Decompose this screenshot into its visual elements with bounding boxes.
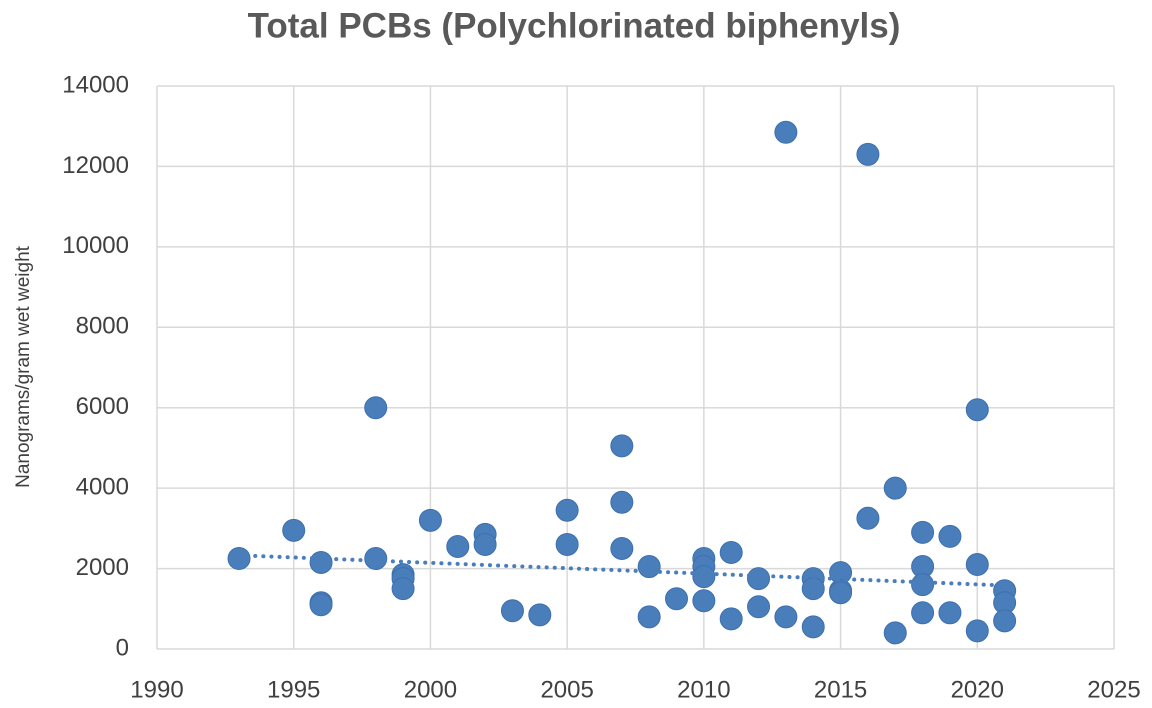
point xyxy=(883,621,907,645)
point xyxy=(747,595,771,619)
point xyxy=(665,587,689,611)
x-tick-label: 2005 xyxy=(540,676,593,703)
point xyxy=(637,605,661,629)
point xyxy=(911,520,935,544)
x-tick-label: 1995 xyxy=(267,676,320,703)
y-tick-label: 0 xyxy=(116,634,129,661)
point xyxy=(610,434,634,458)
y-tick-label: 6000 xyxy=(76,393,129,420)
point xyxy=(801,577,825,601)
y-tick-label: 8000 xyxy=(76,313,129,340)
y-tick-label: 10000 xyxy=(62,232,129,259)
point xyxy=(528,603,552,627)
point xyxy=(391,577,415,601)
point xyxy=(364,547,388,571)
chart-title: Total PCBs (Polychlorinated biphenyls) xyxy=(248,6,901,45)
x-tick-label: 2025 xyxy=(1087,676,1140,703)
point xyxy=(555,498,579,522)
point xyxy=(610,490,634,514)
point xyxy=(965,398,989,422)
x-tick-label: 2000 xyxy=(404,676,457,703)
point xyxy=(282,518,306,542)
point xyxy=(965,553,989,577)
x-tick-label: 1990 xyxy=(130,676,183,703)
point xyxy=(774,120,798,144)
point xyxy=(692,589,716,613)
point xyxy=(829,581,853,605)
point xyxy=(938,601,962,625)
point xyxy=(500,599,524,623)
trendline xyxy=(237,553,1007,588)
point xyxy=(364,396,388,420)
point xyxy=(418,508,442,532)
y-tick-label: 4000 xyxy=(76,473,129,500)
point xyxy=(965,619,989,643)
point xyxy=(555,532,579,556)
point xyxy=(692,565,716,589)
point xyxy=(719,607,743,631)
point xyxy=(938,524,962,548)
point xyxy=(309,551,333,575)
point xyxy=(227,547,251,571)
point xyxy=(911,573,935,597)
x-tick-label: 2020 xyxy=(951,676,1004,703)
y-axis-label: Nanograms/gram wet weight xyxy=(13,245,34,488)
point xyxy=(774,605,798,629)
y-tick-label: 12000 xyxy=(62,152,129,179)
y-tick-label: 2000 xyxy=(76,554,129,581)
point xyxy=(309,593,333,617)
point xyxy=(747,567,771,591)
point xyxy=(856,506,880,530)
y-tick-label: 14000 xyxy=(62,71,129,98)
point xyxy=(637,555,661,579)
point xyxy=(801,615,825,639)
x-tick-label: 2010 xyxy=(677,676,730,703)
point xyxy=(883,476,907,500)
point xyxy=(473,532,497,556)
point xyxy=(610,536,634,560)
point xyxy=(446,534,470,558)
point xyxy=(856,142,880,166)
point xyxy=(993,609,1017,633)
x-tick-label: 2015 xyxy=(814,676,867,703)
point xyxy=(719,540,743,564)
point xyxy=(911,601,935,625)
